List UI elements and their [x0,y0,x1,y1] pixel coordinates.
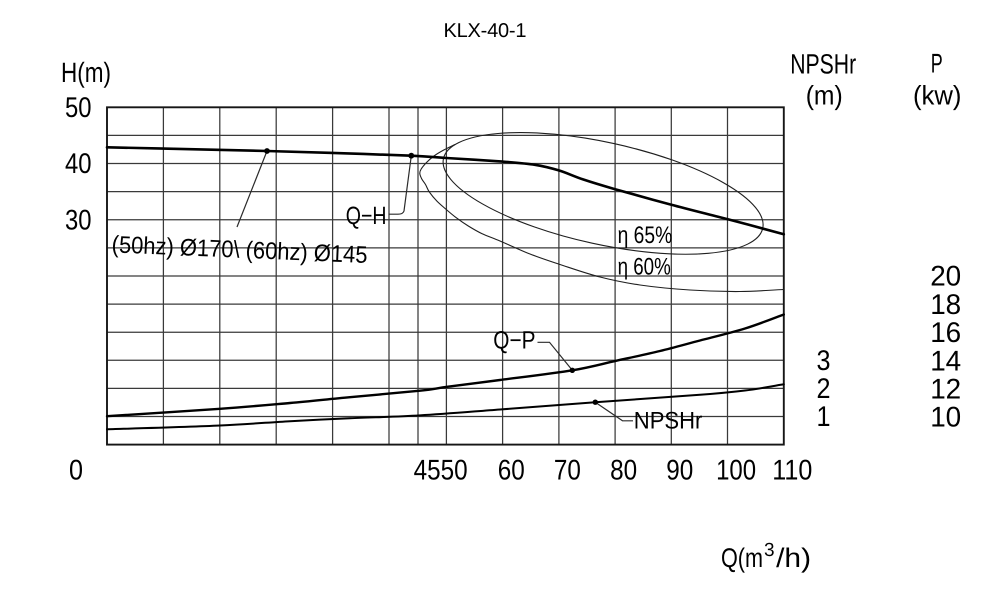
svg-text:18: 18 [930,289,961,321]
svg-text:40: 40 [65,148,92,180]
svg-text:12: 12 [930,373,961,405]
svg-text:2: 2 [817,373,831,405]
svg-text:P: P [931,49,943,79]
svg-text:NPSHr: NPSHr [790,49,856,80]
svg-text:0: 0 [69,455,83,487]
svg-text:100: 100 [716,455,756,487]
svg-text:η 65%: η 65% [618,222,673,249]
svg-text:KLX-40-1: KLX-40-1 [444,20,527,42]
svg-text:30: 30 [65,204,92,236]
svg-text:60: 60 [498,455,525,487]
svg-text:NPSHr: NPSHr [634,408,703,435]
svg-text:70: 70 [554,455,581,487]
svg-text:(50hz) Ø170\ (60hz) Ø145: (50hz) Ø170\ (60hz) Ø145 [111,231,368,269]
svg-text:50: 50 [65,92,92,124]
svg-text:10: 10 [930,402,961,434]
svg-text:90: 90 [666,455,693,487]
svg-text:Q−H: Q−H [346,202,387,230]
svg-text:80: 80 [610,455,637,487]
svg-text:H(m): H(m) [61,57,111,88]
svg-text:(m): (m) [806,81,843,111]
svg-text:1: 1 [817,401,831,433]
svg-text:4550: 4550 [414,455,468,487]
svg-text:14: 14 [930,345,961,377]
svg-text:Q−P: Q−P [493,326,535,354]
svg-text:16: 16 [930,317,961,349]
svg-text:η 60%: η 60% [618,254,671,281]
svg-text:Q(m3/h): Q(m3/h) [721,540,811,573]
svg-text:(kw): (kw) [913,81,962,111]
svg-text:3: 3 [817,345,831,377]
svg-text:20: 20 [930,261,961,293]
svg-text:110: 110 [772,455,812,487]
